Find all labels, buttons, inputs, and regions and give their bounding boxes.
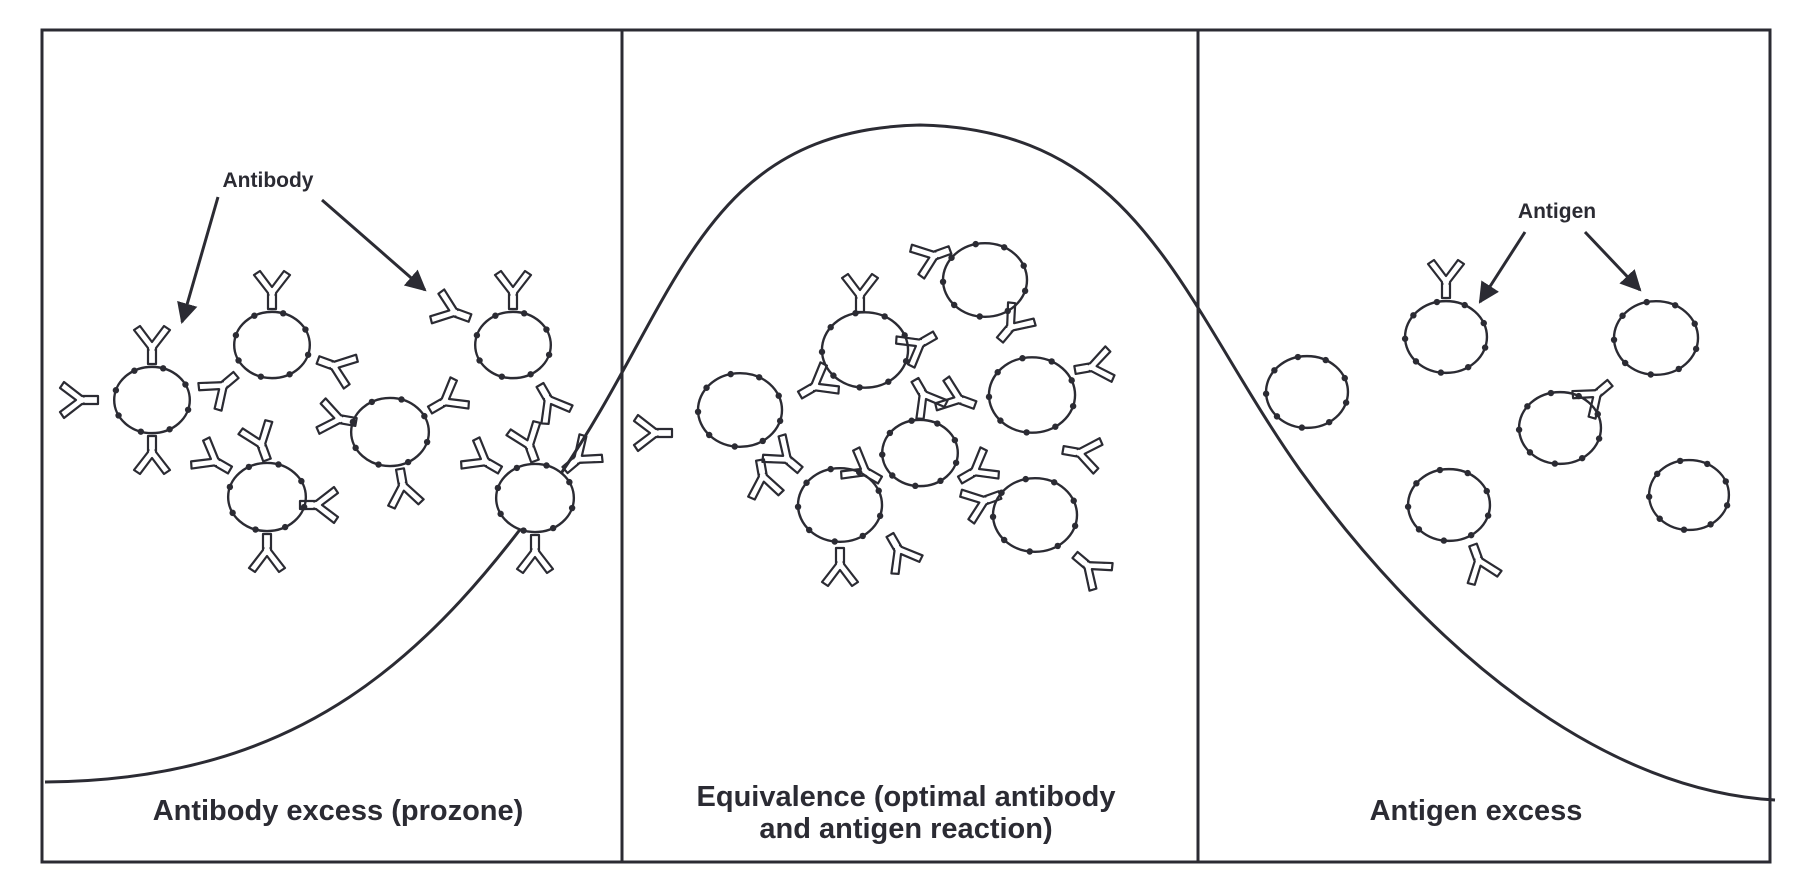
antigen-particle <box>113 365 192 435</box>
antigen-particle <box>879 418 959 490</box>
antibody-molecule <box>1456 539 1503 587</box>
antibody-molecule <box>524 376 574 427</box>
antibody-molecule <box>1072 346 1116 388</box>
antibody-molecule <box>428 288 476 335</box>
antigen-particle <box>986 355 1077 436</box>
antigen-particle <box>1611 299 1699 378</box>
antibody-molecule <box>458 435 509 485</box>
antibody-excess-complexes <box>60 271 606 573</box>
antibody-molecule <box>505 419 552 467</box>
antibody-molecule <box>237 418 284 466</box>
antigen-pointer-arrow <box>1585 232 1640 290</box>
antibody-molecule <box>134 436 170 474</box>
antibody-molecule <box>254 271 290 309</box>
antigen-particle <box>1405 467 1491 544</box>
antigen-particle <box>819 310 910 391</box>
antibody-molecule <box>842 274 878 312</box>
antibody-pointer-arrow <box>182 197 218 322</box>
antigen-excess-complexes <box>1263 260 1730 587</box>
antibody-molecule <box>899 371 949 422</box>
antibody-molecule <box>421 375 472 425</box>
antigen-particle <box>233 310 312 380</box>
antibody-molecule <box>822 548 858 586</box>
middle-panel-caption-line-1: Equivalence (optimal antibody <box>697 781 1116 813</box>
antibody-molecule <box>1060 432 1104 474</box>
right-panel-caption: Antigen excess <box>1370 795 1583 827</box>
antibody-molecule <box>195 361 247 413</box>
antibody-molecule <box>60 382 98 418</box>
antigen-particle <box>350 396 431 467</box>
antigen-particle <box>1402 299 1488 376</box>
antibody-molecule <box>312 343 360 390</box>
antibody-molecule <box>1428 260 1464 298</box>
antibody-molecule <box>382 466 424 510</box>
antigen-particle <box>474 310 553 380</box>
antigen-pointer-arrow <box>1480 232 1525 302</box>
antigen-particle <box>495 462 576 533</box>
antibody-molecule <box>249 534 285 572</box>
antibody-molecule <box>495 271 531 309</box>
antibody-molecule <box>874 526 924 577</box>
antigen-label: Antigen <box>1518 200 1596 223</box>
antigen-particle <box>1646 458 1730 533</box>
middle-panel-caption-line-2: and antigen reaction) <box>759 813 1052 845</box>
antibody-molecule <box>1063 541 1115 593</box>
antigen-particle <box>695 371 783 450</box>
antigen-particle <box>1516 390 1602 467</box>
antibody-molecule <box>634 415 672 451</box>
antibody-molecule <box>517 535 553 573</box>
antigen-particle <box>990 476 1078 555</box>
left-panel-caption: Antibody excess (prozone) <box>153 795 524 827</box>
antibody-molecule <box>134 326 170 364</box>
antibody-label: Antibody <box>223 169 314 192</box>
antibody-pointer-arrow <box>322 200 425 290</box>
equivalence-lattice <box>634 233 1116 593</box>
antibody-molecule <box>188 435 239 485</box>
antigen-particle <box>227 461 308 532</box>
antigen-particle <box>1263 354 1349 431</box>
